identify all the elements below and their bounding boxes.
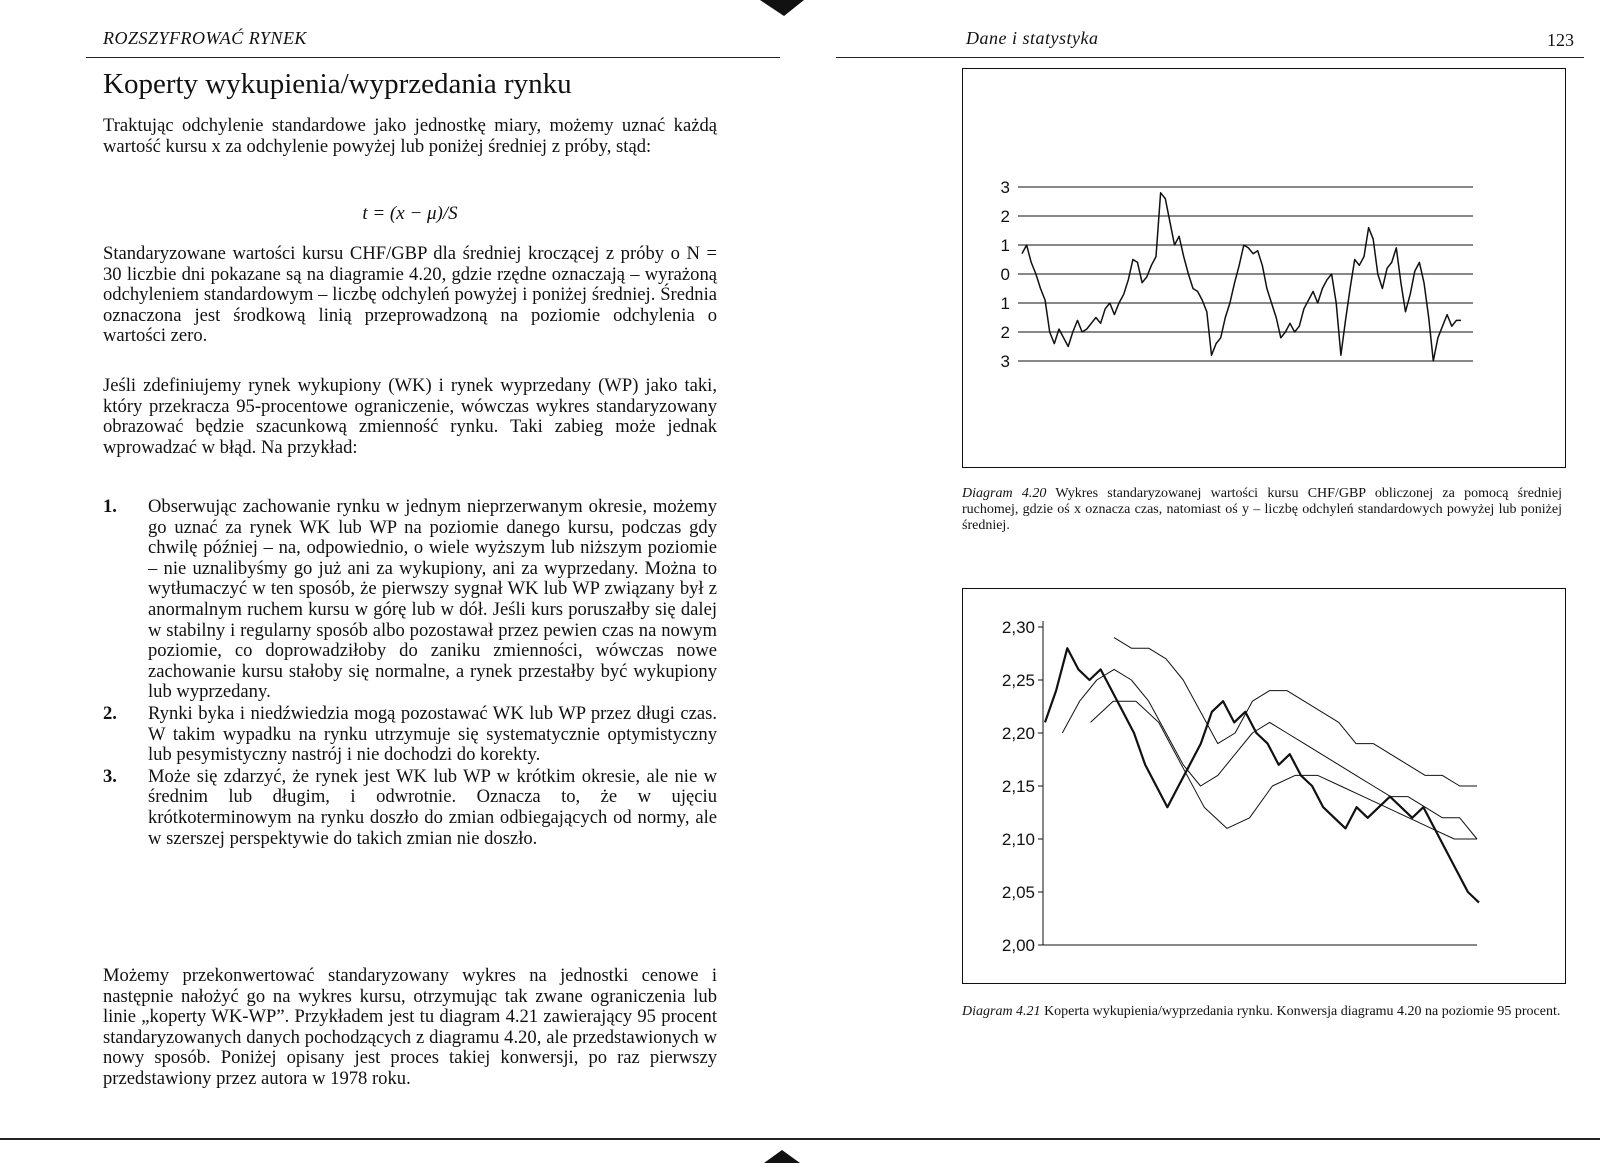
list-item: 2. Rynki byka i niedźwiedzia mogą pozosta… bbox=[103, 702, 717, 766]
list-item-number: 2. bbox=[103, 702, 117, 724]
y-tick-label: 1 bbox=[1001, 236, 1010, 255]
left-page: ROZSZYFROWAĆ RYNEK Koperty wykupienia/wy… bbox=[86, 28, 780, 1089]
header-rule-right bbox=[836, 57, 1584, 58]
numbered-list: 1. Obserwując zachowanie rynku w jednym n… bbox=[103, 496, 717, 850]
y-tick-label: 2,30 bbox=[1002, 618, 1035, 637]
paragraph-2: Standaryzowane wartości kursu CHF/GBP dl… bbox=[103, 243, 717, 347]
y-tick-label: 2,20 bbox=[1002, 724, 1035, 743]
diagram-4-20-frame: 3 2 1 0 1 2 3 bbox=[962, 68, 1566, 468]
diagram-4-20-chart: 3 2 1 0 1 2 3 bbox=[1001, 178, 1473, 371]
y-tick-label: 0 bbox=[1001, 265, 1010, 284]
diagram-4-21-chart: 2,30 2,25 2,20 2,15 2,10 2,05 2,00 bbox=[1002, 618, 1480, 955]
y-tick-label: 3 bbox=[1001, 352, 1010, 371]
running-head-left: ROZSZYFROWAĆ RYNEK bbox=[103, 28, 307, 48]
list-item-text: Obserwując zachowanie rynku w jednym nie… bbox=[148, 496, 717, 703]
series-line-0 bbox=[1043, 647, 1480, 904]
list-item-number: 1. bbox=[103, 496, 117, 517]
series-line-1 bbox=[1113, 637, 1477, 787]
y-tick-label: 2 bbox=[1001, 207, 1010, 226]
gutter-mark-bottom bbox=[764, 1150, 800, 1163]
y-tick-label: 1 bbox=[1001, 294, 1010, 313]
list-item-text: Może się zdarzyć, że rynek jest WK lub W… bbox=[148, 765, 717, 849]
formula: t = (x − μ)/S bbox=[362, 203, 458, 224]
caption-4-20-label: Diagram 4.20 bbox=[962, 486, 1047, 501]
caption-4-20: Diagram 4.20 Wykres standaryzowanej wart… bbox=[962, 486, 1562, 534]
running-head-right: Dane i statystyka bbox=[966, 28, 1099, 48]
page-number: 123 bbox=[1547, 30, 1574, 50]
paragraph-3: Jeśli zdefiniujemy rynek wykupiony (WK) … bbox=[103, 375, 717, 458]
y-tick-label: 2,10 bbox=[1002, 830, 1035, 849]
bottom-rule bbox=[0, 1138, 1600, 1140]
y-tick-label: 2 bbox=[1001, 323, 1010, 342]
caption-4-21: Diagram 4.21 Koperta wykupienia/wyprzeda… bbox=[962, 1004, 1562, 1020]
right-page: Dane i statystyka 123 bbox=[800, 0, 1600, 1163]
paragraph-1: Traktując odchylenie standardowe jako je… bbox=[103, 115, 717, 157]
list-item-text: Rynki byka i niedźwiedzia mogą pozostawa… bbox=[148, 702, 717, 766]
paragraph-4: Możemy przekonwertować standaryzowany wy… bbox=[103, 965, 717, 1089]
series-line-2 bbox=[1061, 668, 1478, 840]
list-item-number: 3. bbox=[103, 765, 117, 787]
series-line-3 bbox=[1090, 700, 1477, 840]
diagram-4-21-frame: 2,30 2,25 2,20 2,15 2,10 2,05 2,00 bbox=[962, 588, 1566, 984]
caption-4-21-text: Koperta wykupienia/wyprzedania rynku. Ko… bbox=[1044, 1004, 1561, 1019]
y-tick-label: 2,00 bbox=[1002, 936, 1035, 955]
y-tick-label: 2,05 bbox=[1002, 883, 1035, 902]
caption-4-21-label: Diagram 4.21 bbox=[962, 1004, 1041, 1019]
header-rule-left bbox=[86, 57, 780, 58]
series-line-0 bbox=[1021, 192, 1461, 362]
section-title: Koperty wykupienia/wyprzedania rynku bbox=[103, 68, 572, 100]
caption-4-20-text: Wykres standaryzowanej wartości kursu CH… bbox=[962, 486, 1562, 533]
y-tick-label: 2,25 bbox=[1002, 671, 1035, 690]
list-item: 3. Może się zdarzyć, że rynek jest WK lub… bbox=[103, 765, 717, 849]
gutter-mark-top bbox=[760, 0, 804, 16]
y-tick-label: 3 bbox=[1001, 178, 1010, 197]
list-item: 1. Obserwując zachowanie rynku w jednym n… bbox=[103, 496, 717, 703]
y-tick-label: 2,15 bbox=[1002, 777, 1035, 796]
